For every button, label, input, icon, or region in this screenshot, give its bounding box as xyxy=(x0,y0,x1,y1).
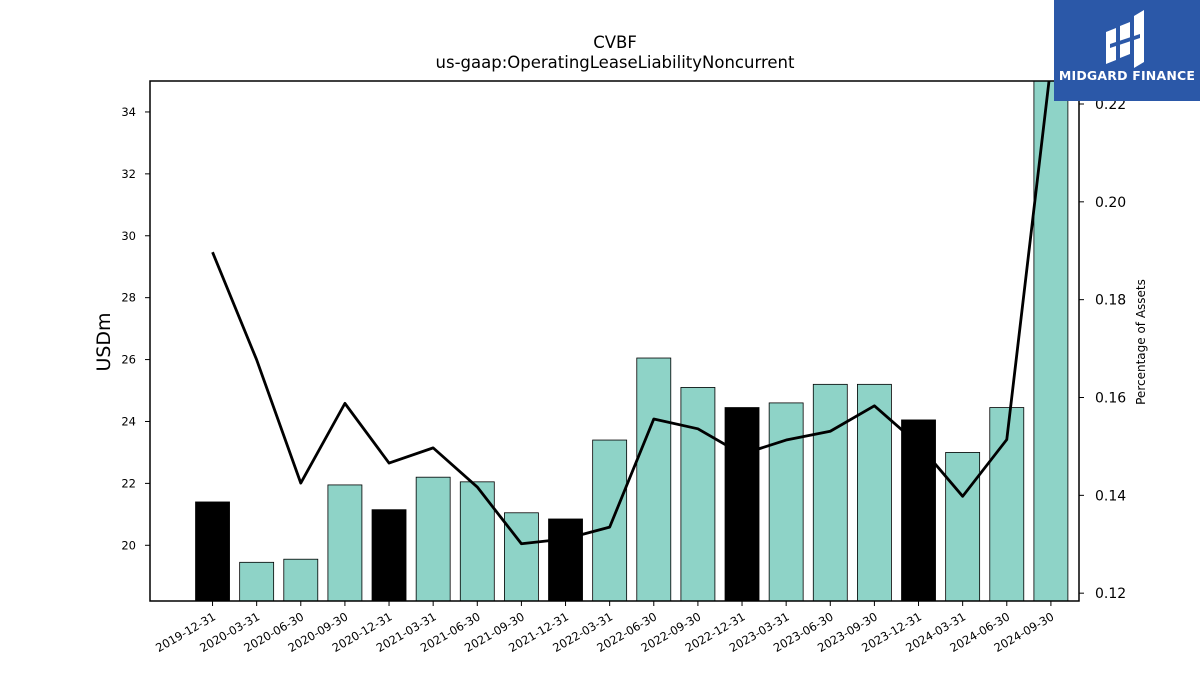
bar xyxy=(636,357,672,602)
bar xyxy=(945,452,981,602)
bar xyxy=(239,561,275,602)
bar xyxy=(371,509,407,602)
bar xyxy=(327,484,363,602)
bar xyxy=(812,383,848,602)
bar xyxy=(901,419,936,602)
y-axis-label: USDm xyxy=(93,312,115,371)
bar xyxy=(415,476,451,602)
bar xyxy=(195,501,230,602)
chart-title: CVBF xyxy=(593,33,637,52)
y2-axis-label: Percentage of Assets xyxy=(1134,279,1148,405)
logo-mark-icon xyxy=(1106,10,1144,68)
y-tick-label: 20 xyxy=(121,538,136,552)
bar xyxy=(768,402,804,602)
y-tick-label: 26 xyxy=(121,353,136,367)
midgard-finance-logo: MIDGARD FINANCE xyxy=(1054,0,1200,101)
y2-tick-label: 0.12 xyxy=(1095,586,1126,602)
y-tick-label: 22 xyxy=(121,476,136,490)
y-tick-label: 28 xyxy=(121,291,136,305)
y-tick-label: 30 xyxy=(121,229,136,243)
y2-tick-label: 0.14 xyxy=(1095,488,1126,504)
logo-text: MIDGARD FINANCE xyxy=(1058,68,1196,83)
chart-subtitle: us-gaap:OperatingLeaseLiabilityNoncurren… xyxy=(436,53,795,72)
bar xyxy=(857,383,892,602)
y2-tick-label: 0.16 xyxy=(1095,391,1126,407)
bar xyxy=(680,387,716,602)
y-tick-label: 34 xyxy=(121,105,136,119)
bar xyxy=(459,481,495,602)
bar xyxy=(504,512,539,602)
percentage-line xyxy=(211,81,1051,546)
bar xyxy=(724,407,760,602)
plot-frame xyxy=(149,80,1080,602)
bar xyxy=(548,518,583,602)
y2-tick-label: 0.20 xyxy=(1095,195,1126,211)
y-tick-label: 24 xyxy=(121,414,136,428)
bar xyxy=(283,558,319,602)
y-tick-label: 32 xyxy=(121,167,136,181)
bar xyxy=(592,439,628,602)
y2-tick-label: 0.18 xyxy=(1095,293,1126,309)
